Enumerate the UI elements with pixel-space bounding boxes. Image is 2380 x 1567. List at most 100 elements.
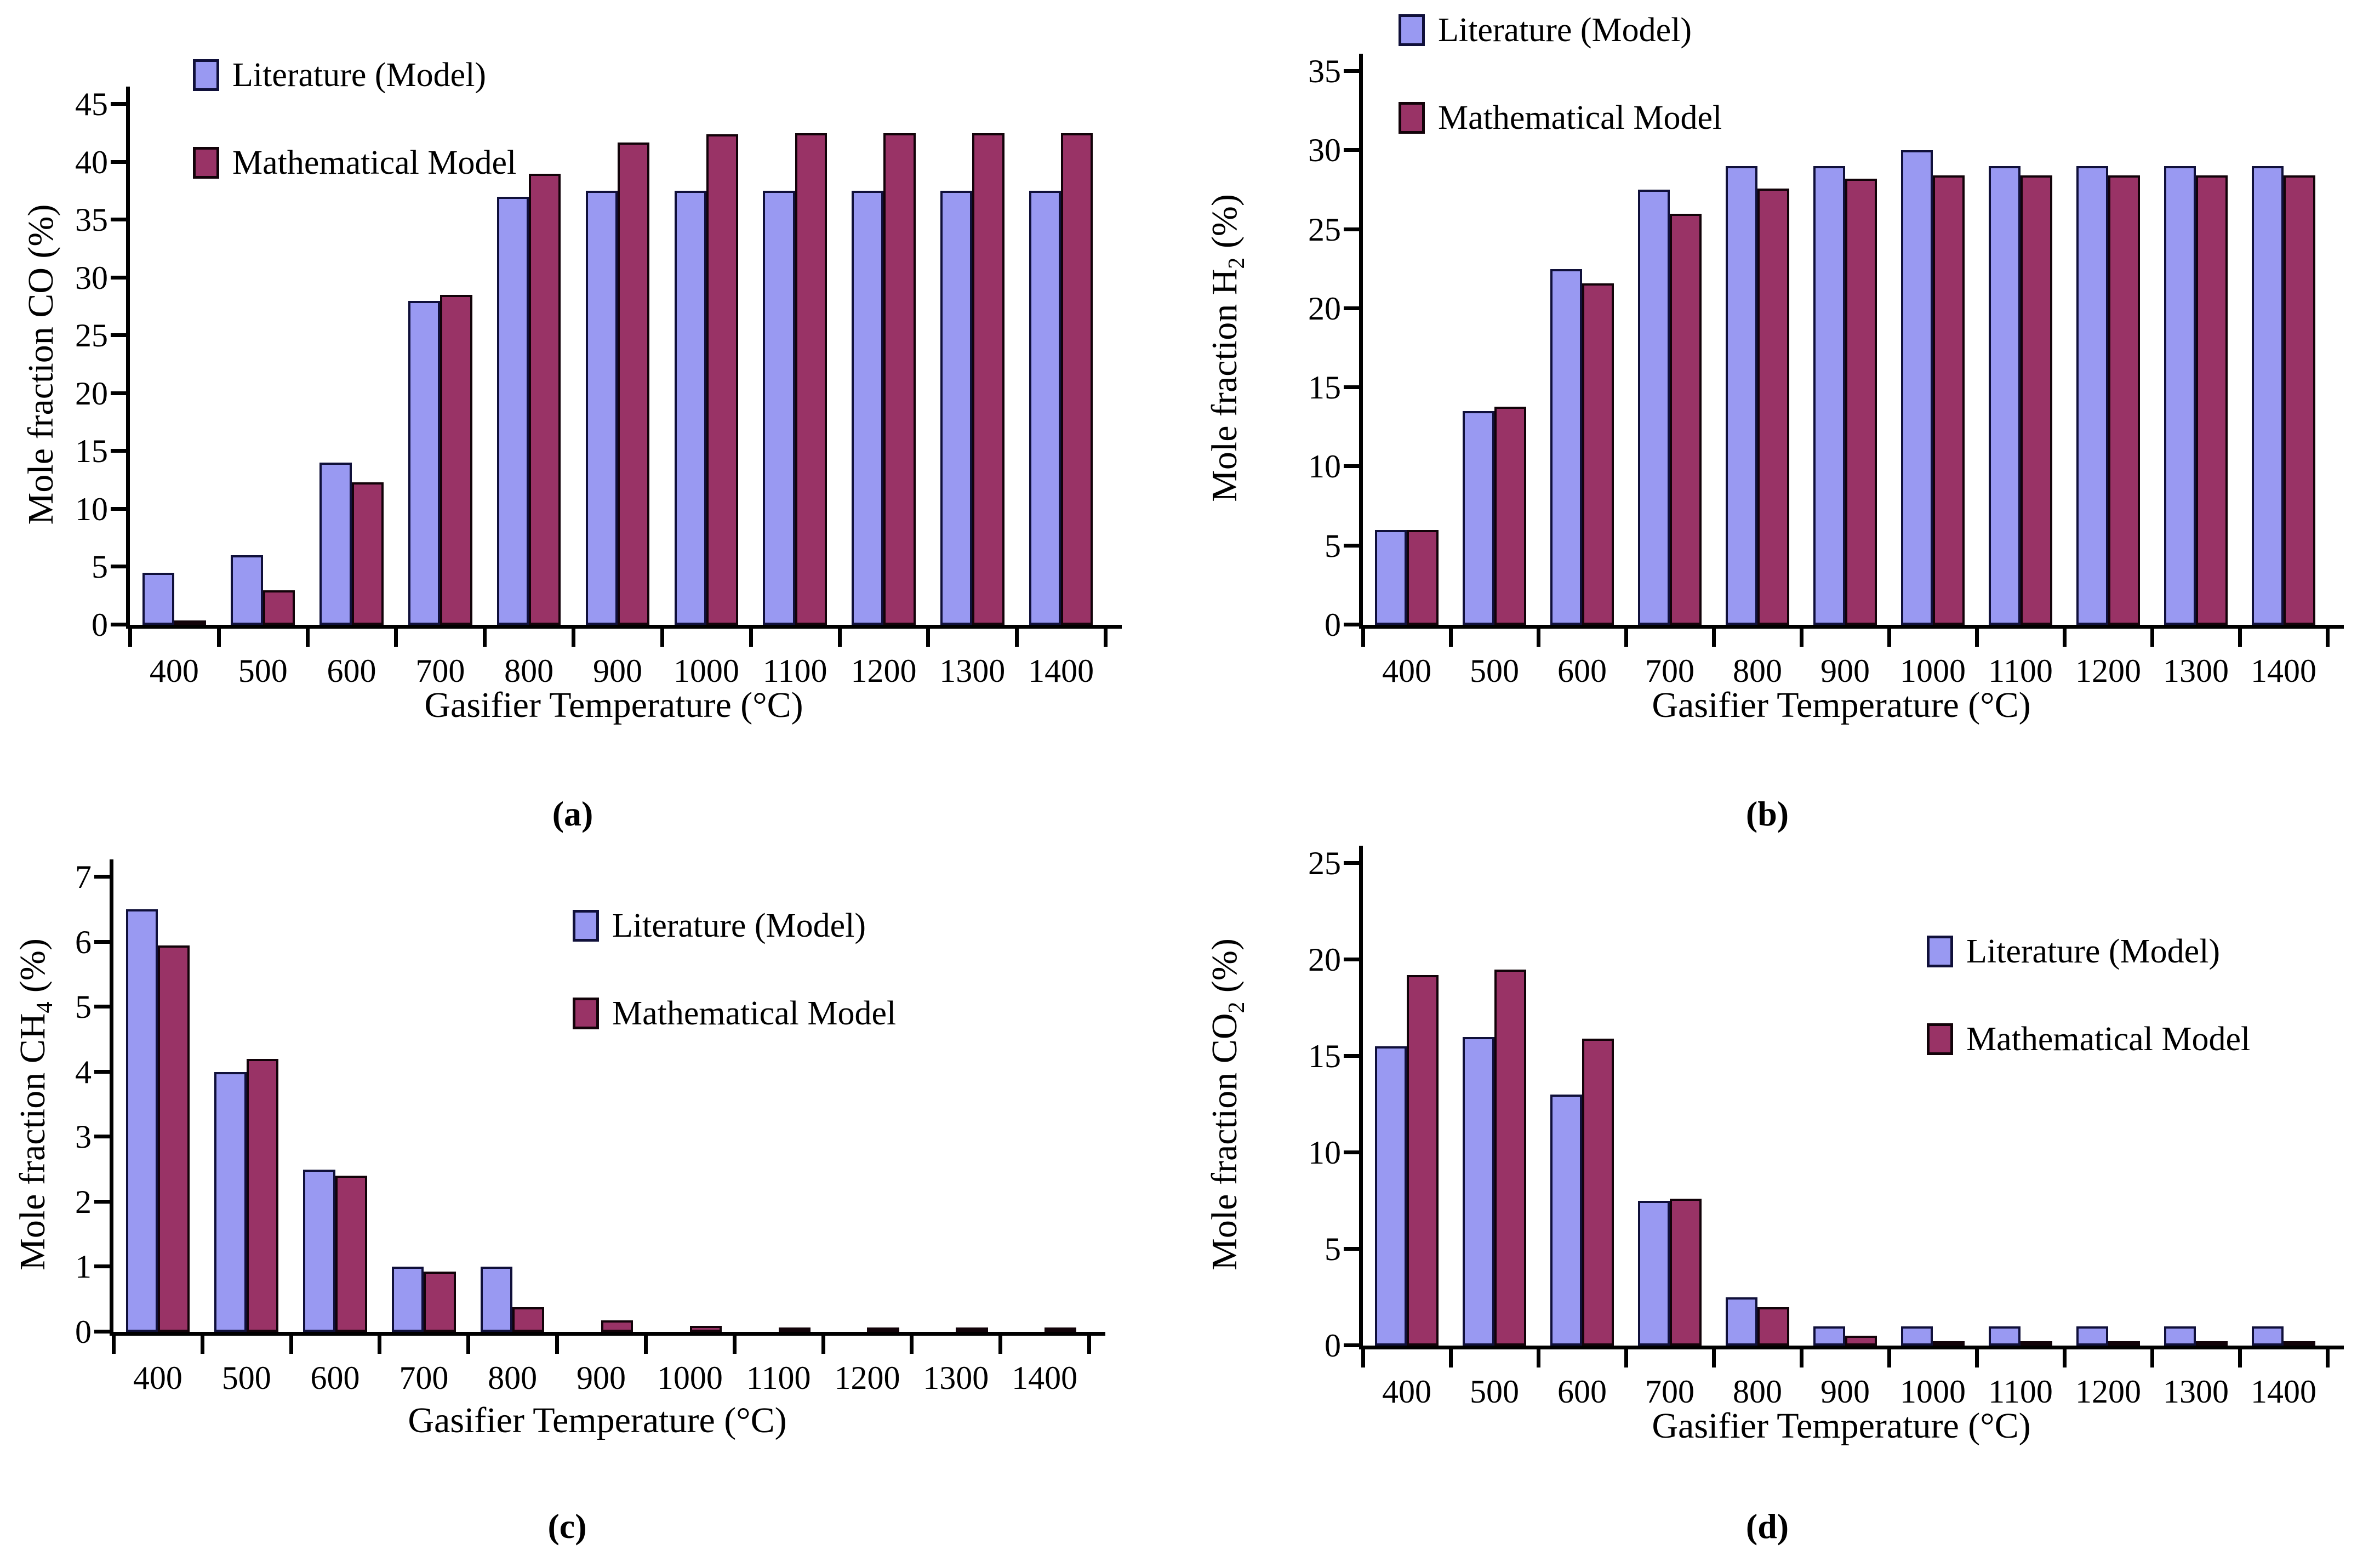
legend-d: Literature (Model) Mathematical Model: [1927, 931, 2250, 1059]
y-axis-tick: [1344, 1054, 1359, 1058]
y-axis-tick: [1344, 69, 1359, 73]
legend-item-mathematical: Mathematical Model: [1399, 98, 1722, 138]
y-axis-tick: [111, 159, 126, 164]
x-axis-tick: [2150, 1349, 2154, 1367]
y-axis-tick-label: 0: [1325, 607, 1341, 643]
x-axis-tick-label: 400: [133, 1360, 182, 1396]
y-axis-tick: [94, 1069, 110, 1074]
bar-literature-500: [214, 1072, 247, 1332]
y-axis-tick-label: 35: [75, 202, 108, 238]
bar-mathematical-700: [440, 295, 472, 625]
bar-literature-400: [1375, 529, 1407, 625]
y-axis-tick-label: 7: [75, 859, 92, 895]
x-axis-tick-label: 1400: [2251, 653, 2316, 689]
bar-literature-800: [1726, 1297, 1757, 1346]
bar-mathematical-600: [1582, 283, 1614, 625]
x-axis-tick-label: 800: [1733, 653, 1782, 689]
bar-mathematical-800: [529, 173, 561, 625]
bar-literature-600: [303, 1169, 335, 1332]
bar-mathematical-400: [157, 945, 190, 1332]
y-axis-tick-label: 10: [1308, 1135, 1341, 1171]
x-axis-tick: [1104, 629, 1108, 647]
x-axis-tick: [483, 629, 487, 647]
x-axis-tick-label: 900: [592, 653, 642, 689]
bar-mathematical-400: [1407, 975, 1439, 1346]
x-axis-tick-label: 1100: [1988, 653, 2053, 689]
y-axis-tick-label: 10: [75, 491, 108, 527]
x-axis-tick: [749, 629, 753, 647]
x-axis-tick: [572, 629, 576, 647]
x-axis-tick-label: 1400: [1012, 1360, 1078, 1396]
bar-literature-900: [1813, 166, 1845, 625]
bar-mathematical-1400: [1045, 1327, 1077, 1332]
y-axis-tick: [94, 1264, 110, 1269]
bar-mathematical-900: [1845, 1336, 1877, 1346]
y-axis-tick-label: 0: [75, 1314, 92, 1350]
y-axis-tick-label: 10: [1308, 448, 1341, 485]
bar-literature-1200: [2076, 1326, 2108, 1346]
y-axis-label-d: Mole fraction CO2 (%): [1203, 863, 1249, 1346]
x-axis-tick: [2238, 1349, 2242, 1367]
y-axis-tick-label: 15: [1308, 369, 1341, 406]
legend-a: Literature (Model) Mathematical Model: [193, 55, 516, 183]
bar-mathematical-700: [424, 1271, 456, 1332]
bar-literature-500: [231, 555, 263, 625]
bar-mathematical-1200: [2108, 1341, 2140, 1346]
y-axis-tick-label: 5: [75, 989, 92, 1025]
legend-label-literature: Literature (Model): [232, 56, 487, 94]
legend-swatch-literature-icon: [1399, 14, 1425, 46]
legend-swatch-literature-icon: [1927, 936, 1953, 967]
x-axis-title-c: Gasifier Temperature (°C): [408, 1400, 787, 1440]
y-axis-tick: [1344, 861, 1359, 865]
x-axis-tick-label: 900: [1820, 1374, 1870, 1410]
bar-mathematical-500: [1494, 969, 1526, 1346]
x-axis-tick: [1537, 1349, 1540, 1367]
x-axis-tick-label: 900: [576, 1360, 626, 1396]
bar-literature-800: [1726, 166, 1757, 625]
legend-label-mathematical: Mathematical Model: [1438, 99, 1722, 136]
bar-literature-500: [1463, 411, 1494, 625]
bar-mathematical-1300: [2196, 175, 2228, 625]
legend-swatch-literature-icon: [193, 59, 219, 91]
bar-mathematical-1100: [2021, 175, 2052, 625]
bar-mathematical-700: [1670, 1199, 1702, 1346]
x-axis-tick: [2326, 629, 2330, 647]
y-axis-tick: [111, 218, 126, 222]
x-axis-tick-label: 1100: [746, 1360, 811, 1396]
y-axis-tick-label: 35: [1308, 53, 1341, 89]
bar-literature-1100: [1989, 166, 2021, 625]
bar-literature-1400: [1029, 191, 1061, 625]
y-axis-tick-label: 15: [75, 433, 108, 470]
x-axis-tick-label: 1300: [923, 1360, 989, 1396]
legend-item-mathematical: Mathematical Model: [573, 993, 896, 1034]
x-axis-tick: [1712, 1349, 1716, 1367]
x-axis-tick: [2326, 1349, 2330, 1367]
y-axis-tick: [111, 275, 126, 280]
x-axis-tick-label: 500: [238, 653, 288, 689]
y-axis-tick: [1344, 385, 1359, 390]
bar-mathematical-1400: [2284, 175, 2315, 625]
x-axis-tick-label: 600: [310, 1360, 360, 1396]
x-axis-tick-label: 1000: [1900, 653, 1966, 689]
bar-literature-700: [1638, 190, 1670, 625]
bar-mathematical-700: [1670, 213, 1702, 625]
legend-b: Literature (Model) Mathematical Model: [1399, 10, 1722, 138]
y-axis-tick-label: 5: [1325, 527, 1341, 564]
x-axis-tick-label: 1100: [762, 653, 827, 689]
bar-literature-1000: [1901, 1326, 1933, 1346]
y-axis-tick: [1344, 1150, 1359, 1154]
y-axis-tick-label: 1: [75, 1249, 92, 1285]
bar-mathematical-600: [335, 1176, 367, 1332]
y-axis-tick-label: 40: [75, 144, 108, 180]
x-axis-tick-label: 1200: [2075, 1374, 2141, 1410]
bar-mathematical-1400: [1061, 133, 1093, 625]
bar-mathematical-500: [246, 1059, 278, 1332]
x-axis-tick: [910, 1336, 914, 1354]
bar-literature-1300: [940, 191, 973, 625]
legend-label-literature: Literature (Model): [1438, 11, 1692, 49]
x-axis-tick: [1887, 1349, 1891, 1367]
bar-mathematical-1300: [2196, 1341, 2228, 1346]
x-axis-tick-label: 1300: [939, 653, 1006, 689]
y-axis-tick-label: 5: [1325, 1231, 1341, 1267]
y-axis-tick-label: 25: [1308, 211, 1341, 248]
